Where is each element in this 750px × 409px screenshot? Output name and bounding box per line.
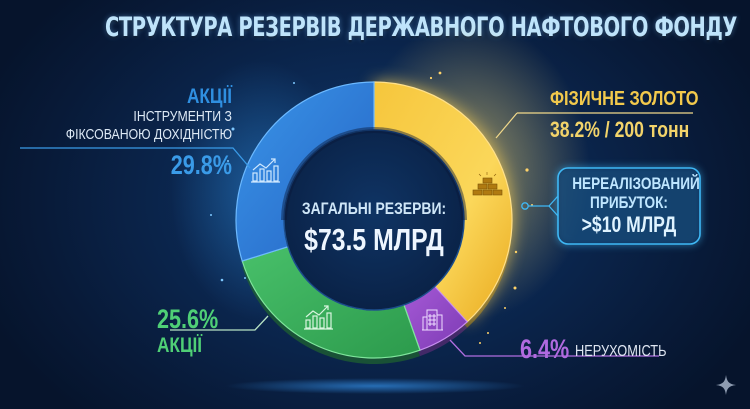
label-gold-value: 38.2% / 200 тонн bbox=[550, 117, 690, 142]
callout-box bbox=[557, 167, 701, 245]
center-value: $73.5 МЛРД bbox=[304, 222, 444, 256]
label-blue-value: 29.8% bbox=[170, 150, 232, 180]
gold-bars-icon bbox=[472, 172, 503, 196]
label-green-value: 25.6% bbox=[157, 304, 219, 334]
label-purple-title: НЕРУХОМІСТЬ bbox=[575, 343, 667, 360]
leader-line-green bbox=[170, 315, 269, 331]
label-blue-line1: ІНСТРУМЕНТИ З bbox=[133, 108, 232, 125]
floor-glow bbox=[225, 378, 525, 394]
label-blue: АКЦІЇ ІНСТРУМЕНТИ З ФІКСОВАНОЮ ДОХІДНІСТ… bbox=[20, 86, 232, 144]
label-gold: ФІЗИЧНЕ ЗОЛОТО bbox=[550, 88, 731, 111]
callout-line1: НЕРЕАЛІЗОВАНИЙ bbox=[572, 174, 700, 193]
label-gold-title: ФІЗИЧНЕ ЗОЛОТО bbox=[550, 88, 699, 110]
label-green-title: АКЦІЇ bbox=[157, 334, 203, 357]
chart-growth-icon bbox=[251, 158, 280, 183]
label-blue-title: АКЦІЇ bbox=[186, 85, 232, 108]
callout-line3: >$10 МЛРД bbox=[581, 212, 677, 237]
label-blue-line2: ФІКСОВАНОЮ ДОХІДНІСТЮ bbox=[65, 126, 232, 143]
leader-line-blue bbox=[20, 147, 251, 169]
donut-segments bbox=[235, 81, 513, 359]
center-label: ЗАГАЛЬНІ РЕЗЕРВИ: bbox=[302, 200, 446, 219]
building-icon bbox=[422, 309, 443, 331]
label-purple-value: 6.4% bbox=[520, 334, 570, 364]
callout-line2: ПРИБУТОК: bbox=[590, 193, 668, 212]
chart-growth-icon bbox=[304, 305, 333, 330]
sparkle-logo-icon bbox=[716, 375, 736, 395]
donut-hole bbox=[283, 129, 465, 311]
leader-line-purple bbox=[449, 339, 659, 357]
callout-text: НЕРЕАЛІЗОВАНИЙ ПРИБУТОК: >$10 МЛРД bbox=[558, 174, 700, 237]
